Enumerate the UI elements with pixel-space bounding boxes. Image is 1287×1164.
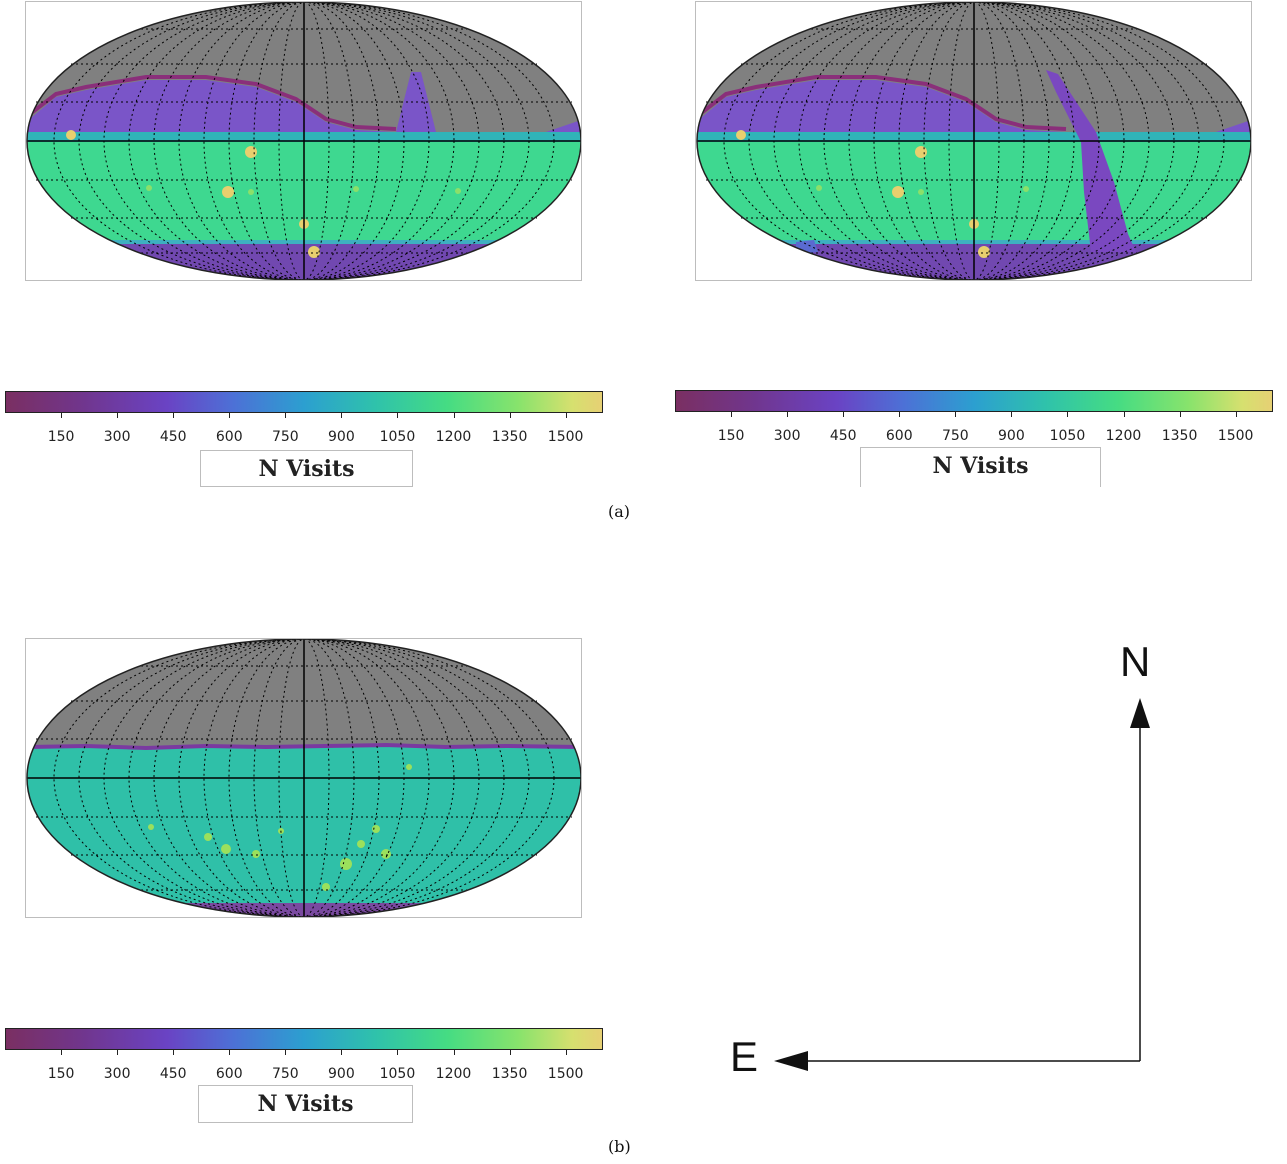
colorbar-tick-label: 1200 bbox=[435, 1066, 472, 1082]
colorbar-tick-mark bbox=[173, 1050, 175, 1055]
colorbar-label-b: N Visits bbox=[198, 1085, 413, 1123]
colorbar-tick-mark bbox=[787, 412, 789, 417]
skymap-panel-a-left bbox=[25, 1, 582, 281]
colorbar-tick-mark bbox=[397, 1050, 399, 1055]
colorbar-tick-mark bbox=[397, 413, 399, 418]
colorbar-tick-mark bbox=[117, 413, 119, 418]
colorbar-tick-label: 600 bbox=[885, 428, 913, 444]
colorbar-tick-label: 750 bbox=[271, 1066, 299, 1082]
mollweide-map-a-left bbox=[26, 2, 581, 280]
colorbar-tick-label: 300 bbox=[103, 1066, 131, 1082]
colorbar-tick-mark bbox=[229, 413, 231, 418]
colorbar-b: 150 300 450 600 750 900 1050 1200 1350 1500 bbox=[5, 1028, 603, 1083]
colorbar-tick-mark bbox=[173, 413, 175, 418]
mollweide-map-a-right bbox=[696, 2, 1251, 280]
colorbar-tick-label: 450 bbox=[159, 1066, 187, 1082]
colorbar-tick-mark bbox=[341, 1050, 343, 1055]
colorbar-tick-label: 1350 bbox=[491, 1066, 528, 1082]
colorbar-tick-label: 1050 bbox=[1049, 428, 1086, 444]
colorbar-tick-mark bbox=[565, 1050, 567, 1055]
colorbar-a-left: 150 300 450 600 750 900 1050 1200 1350 1500 bbox=[5, 391, 603, 446]
colorbar-tick-label: 1500 bbox=[1217, 428, 1254, 444]
north-arrow-head bbox=[1130, 698, 1150, 728]
colorbar-tick-label: 300 bbox=[773, 428, 801, 444]
bright-patches bbox=[148, 764, 412, 891]
colorbar-tick-mark bbox=[285, 413, 287, 418]
colorbar-tick-label: 450 bbox=[159, 429, 187, 445]
colorbar-tick-label: 900 bbox=[328, 429, 355, 445]
north-band-edge bbox=[27, 75, 397, 131]
caption-b: (b) bbox=[608, 1137, 631, 1156]
colorbar-tick-mark bbox=[1179, 412, 1181, 417]
colorbar-tick-label: 750 bbox=[941, 428, 969, 444]
faint-spots bbox=[146, 185, 461, 195]
colorbar-tick-label: 600 bbox=[215, 1066, 243, 1082]
colorbar-tick-label: 750 bbox=[271, 429, 299, 445]
colorbar-tick-mark bbox=[843, 412, 845, 417]
mollweide-map-b bbox=[26, 639, 581, 917]
colorbar-tick-mark bbox=[1011, 412, 1013, 417]
colorbar-tick-label: 150 bbox=[47, 429, 75, 445]
colorbar-tick-mark bbox=[453, 1050, 455, 1055]
colorbar-tick-label: 1500 bbox=[547, 1066, 584, 1082]
caption-a: (a) bbox=[608, 502, 631, 521]
colorbar-tick-label: 900 bbox=[328, 1066, 355, 1082]
skymap-panel-a-right bbox=[695, 1, 1252, 281]
colorbar-tick-label: 150 bbox=[717, 428, 745, 444]
colorbar-tick-label: 300 bbox=[103, 429, 131, 445]
north-edge bbox=[27, 742, 581, 751]
colorbar-tick-label: 1200 bbox=[435, 429, 472, 445]
colorbar-tick-label: 1050 bbox=[379, 1066, 416, 1082]
colorbar-tick-mark bbox=[955, 412, 957, 417]
colorbar-tick-mark bbox=[341, 413, 343, 418]
skymap-panel-b bbox=[25, 638, 582, 918]
colorbar-tick-mark bbox=[285, 1050, 287, 1055]
colorbar-tick-mark bbox=[1067, 412, 1069, 417]
colorbar-ticks: 150 300 450 600 750 900 1050 1200 1350 1500 bbox=[5, 413, 603, 445]
colorbar-tick-label: 1050 bbox=[379, 429, 416, 445]
colorbar-tick-label: 150 bbox=[47, 1066, 75, 1082]
plane-stripe bbox=[1046, 70, 1136, 252]
colorbar-tick-label: 900 bbox=[998, 428, 1025, 444]
colorbar-a-right: 150 300 450 600 750 900 1050 1200 1350 1500 bbox=[675, 390, 1273, 445]
colorbar-tick-label: 1500 bbox=[547, 429, 584, 445]
compass bbox=[774, 698, 1150, 1071]
colorbar-tick-mark bbox=[61, 1050, 63, 1055]
colorbar-tick-mark bbox=[509, 1050, 511, 1055]
colorbar-gradient bbox=[5, 391, 603, 413]
colorbar-tick-mark bbox=[899, 412, 901, 417]
colorbar-label-a-right: N Visits bbox=[860, 447, 1101, 487]
north-label: N bbox=[1120, 638, 1151, 685]
colorbar-tick-label: 1200 bbox=[1105, 428, 1142, 444]
east-label: E bbox=[730, 1033, 759, 1080]
colorbar-tick-label: 450 bbox=[829, 428, 857, 444]
colorbar-tick-mark bbox=[1235, 412, 1237, 417]
colorbar-tick-mark bbox=[229, 1050, 231, 1055]
colorbar-label-a-left: N Visits bbox=[200, 450, 413, 487]
colorbar-tick-mark bbox=[509, 413, 511, 418]
colorbar-tick-label: 1350 bbox=[1161, 428, 1198, 444]
colorbar-tick-mark bbox=[731, 412, 733, 417]
colorbar-tick-mark bbox=[565, 413, 567, 418]
hotspots bbox=[66, 130, 320, 258]
colorbar-tick-mark bbox=[117, 1050, 119, 1055]
east-arrow-head bbox=[774, 1051, 808, 1071]
colorbar-tick-mark bbox=[61, 413, 63, 418]
colorbar-tick-label: 600 bbox=[215, 429, 243, 445]
colorbar-tick-mark bbox=[1123, 412, 1125, 417]
colorbar-tick-label: 1350 bbox=[491, 429, 528, 445]
colorbar-tick-mark bbox=[453, 413, 455, 418]
